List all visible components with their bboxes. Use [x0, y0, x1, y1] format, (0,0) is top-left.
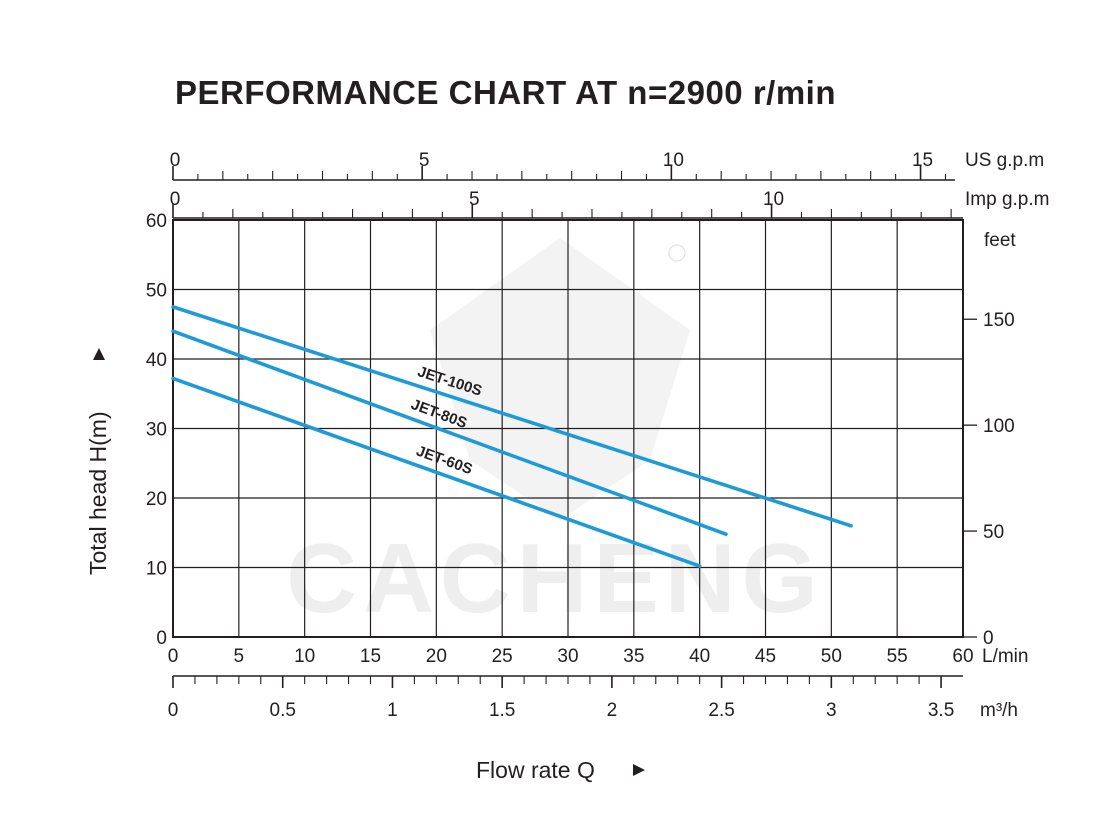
- series-line-jet-100s: [171, 305, 853, 528]
- x-axis-title: Flow rate Q: [476, 757, 595, 783]
- x-tick-label: 35: [623, 646, 644, 667]
- y-tick-label: 60: [146, 211, 167, 232]
- m3h-tick-label: 3: [826, 700, 837, 721]
- x-tick-label: 30: [557, 646, 578, 667]
- us-gpm-unit-label: US g.p.m: [965, 150, 1044, 171]
- x-tick-label: 5: [234, 646, 245, 667]
- m3h-unit-label: m³/h: [980, 700, 1018, 721]
- m3h-tick-label: 0.5: [270, 700, 296, 721]
- m3h-tick-label: 1.5: [489, 700, 515, 721]
- feet-tick-label: 0: [983, 628, 994, 649]
- watermark: CACHENG: [286, 238, 823, 633]
- feet-tick-label: 50: [983, 522, 1004, 543]
- x-tick-label: 10: [294, 646, 315, 667]
- x-tick-label: 40: [689, 646, 710, 667]
- x-axis-arrow-icon: [633, 764, 645, 776]
- series-label-jet-60s: JET-60S: [414, 443, 475, 479]
- x-tick-label: 20: [426, 646, 447, 667]
- chart-title: PERFORMANCE CHART AT n=2900 r/min: [175, 74, 836, 111]
- x-tick-label: 25: [492, 646, 513, 667]
- feet-tick-label: 150: [983, 310, 1015, 331]
- x-tick-label: 45: [755, 646, 776, 667]
- y-tick-label: 20: [146, 489, 167, 510]
- imp-gpm-tick-label: 10: [763, 189, 784, 210]
- imp-gpm-tick-label: 0: [170, 189, 181, 210]
- watermark-text: CACHENG: [286, 523, 823, 633]
- x-tick-label: 0: [168, 646, 179, 667]
- registered-mark-icon: [668, 244, 686, 262]
- m3h-tick-label: 1: [387, 700, 398, 721]
- us-gpm-tick-label: 5: [419, 150, 430, 171]
- x-tick-label: 55: [887, 646, 908, 667]
- m3h-tick-label: 0: [168, 700, 179, 721]
- feet-tick-label: 100: [983, 416, 1015, 437]
- series-line-jet-80s: [171, 329, 728, 536]
- feet-unit-label: feet: [984, 230, 1016, 251]
- m3h-tick-label: 2.5: [708, 700, 734, 721]
- x-unit-label: L/min: [982, 646, 1028, 667]
- y-tick-label: 50: [146, 281, 167, 302]
- y-tick-label: 40: [146, 350, 167, 371]
- m3h-tick-label: 3.5: [928, 700, 954, 721]
- y-tick-label: 0: [156, 628, 167, 649]
- y-tick-label: 30: [146, 420, 167, 441]
- us-gpm-tick-label: 10: [663, 150, 684, 171]
- x-tick-label: 60: [952, 646, 973, 667]
- us-gpm-tick-label: 15: [912, 150, 933, 171]
- us-gpm-tick-label: 0: [170, 150, 181, 171]
- imp-gpm-unit-label: Imp g.p.m: [965, 189, 1049, 210]
- m3h-tick-label: 2: [607, 700, 618, 721]
- y-tick-label: 10: [146, 559, 167, 580]
- plot-frame: [172, 219, 964, 638]
- y-axis-title: Total head H(m): [85, 411, 111, 575]
- x-tick-label: 15: [360, 646, 381, 667]
- series-line-jet-60s: [171, 376, 702, 568]
- x-tick-label: 50: [821, 646, 842, 667]
- y-axis-arrow-icon: [93, 348, 105, 360]
- imp-gpm-tick-label: 5: [469, 189, 480, 210]
